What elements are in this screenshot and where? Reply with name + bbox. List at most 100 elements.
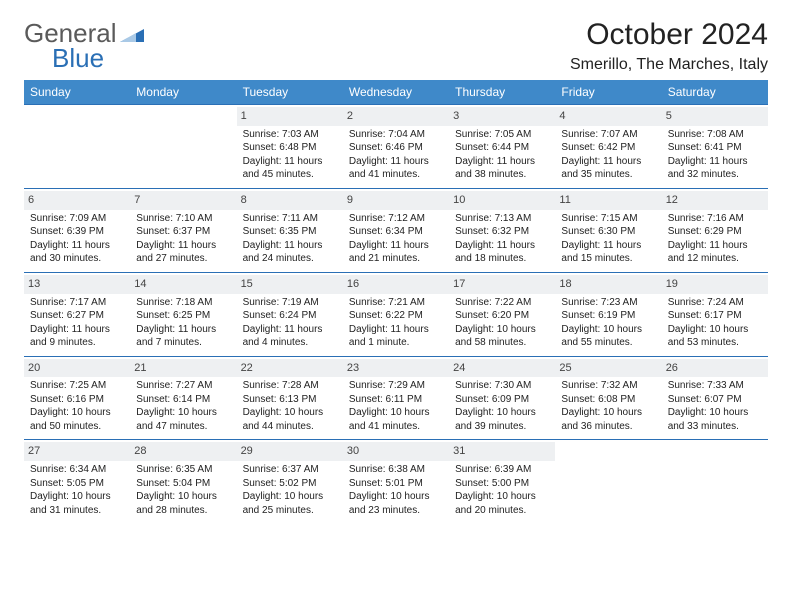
day-number: 31 [449,442,555,461]
calendar-cell: 15Sunrise: 7:19 AMSunset: 6:24 PMDayligh… [237,272,343,356]
calendar-cell: 27Sunrise: 6:34 AMSunset: 5:05 PMDayligh… [24,440,130,523]
sunset-line: Sunset: 6:27 PM [30,309,124,323]
sunset-line: Sunset: 6:30 PM [561,225,655,239]
sunrise-line: Sunrise: 7:29 AM [349,379,443,393]
calendar-cell: 28 Sunrise: 6:35 AMSunset: 5:04 PMDayligh… [130,440,236,523]
calendar-cell: 1Sunrise: 7:03 AMSunset: 6:48 PMDaylight… [237,105,343,189]
daylight-line: Daylight: 11 hours and 45 minutes. [243,155,337,182]
sunset-line: Sunset: 6:19 PM [561,309,655,323]
daylight-line: Daylight: 11 hours and 1 minute. [349,323,443,350]
daylight-line: Daylight: 10 hours and 44 minutes. [243,406,337,433]
sunset-line: Sunset: 6:25 PM [136,309,230,323]
header: GeneralBlue October 2024 Smerillo, The M… [24,18,768,74]
calendar-cell: . [555,440,661,523]
day-number: 21 [130,359,236,378]
sunset-line: Sunset: 6:37 PM [136,225,230,239]
sunset-line: Sunset: 6:09 PM [455,393,549,407]
day-number: 18 [555,275,661,294]
sunrise-line: Sunrise: 7:18 AM [136,296,230,310]
sunset-line: Sunset: 6:39 PM [30,225,124,239]
month-title: October 2024 [570,18,768,52]
calendar-table: SundayMondayTuesdayWednesdayThursdayFrid… [24,80,768,523]
sunrise-line: Sunrise: 6:34 AM [30,463,124,477]
daylight-line: Daylight: 11 hours and 32 minutes. [668,155,762,182]
daylight-line: Daylight: 10 hours and 41 minutes. [349,406,443,433]
sunset-line: Sunset: 5:00 PM [455,477,549,491]
calendar-cell: 5Sunrise: 7:08 AMSunset: 6:41 PMDaylight… [662,105,768,189]
sunset-line: Sunset: 6:29 PM [668,225,762,239]
daylight-line: Daylight: 11 hours and 27 minutes. [136,239,230,266]
day-number: 22 [237,359,343,378]
sunset-line: Sunset: 5:04 PM [136,477,230,491]
day-number: 25 [555,359,661,378]
daylight-line: Daylight: 10 hours and 28 minutes. [136,490,230,517]
day-number: 5 [662,107,768,126]
daylight-line: Daylight: 10 hours and 55 minutes. [561,323,655,350]
sunrise-line: Sunrise: 7:11 AM [243,212,337,226]
sunrise-line: Sunrise: 6:37 AM [243,463,337,477]
calendar-cell: 23Sunrise: 7:29 AMSunset: 6:11 PMDayligh… [343,356,449,440]
calendar-cell: 14Sunrise: 7:18 AMSunset: 6:25 PMDayligh… [130,272,236,356]
day-number: 24 [449,359,555,378]
day-number: 14 [130,275,236,294]
calendar-cell: 8Sunrise: 7:11 AMSunset: 6:35 PMDaylight… [237,188,343,272]
daylight-line: Daylight: 10 hours and 33 minutes. [668,406,762,433]
day-number: 23 [343,359,449,378]
sunrise-line: Sunrise: 7:16 AM [668,212,762,226]
day-number: 12 [662,191,768,210]
sunset-line: Sunset: 6:07 PM [668,393,762,407]
sunrise-line: Sunrise: 6:35 AM [136,463,230,477]
sunrise-line: Sunrise: 7:17 AM [30,296,124,310]
sunset-line: Sunset: 6:14 PM [136,393,230,407]
sunrise-line: Sunrise: 7:05 AM [455,128,549,142]
sunrise-line: Sunrise: 7:21 AM [349,296,443,310]
calendar-cell: 17Sunrise: 7:22 AMSunset: 6:20 PMDayligh… [449,272,555,356]
logo: GeneralBlue [24,18,144,74]
calendar-cell: 10Sunrise: 7:13 AMSunset: 6:32 PMDayligh… [449,188,555,272]
sunrise-line: Sunrise: 7:09 AM [30,212,124,226]
dow-header: Wednesday [343,80,449,105]
day-number: 28 [130,442,236,461]
calendar-cell: 6Sunrise: 7:09 AMSunset: 6:39 PMDaylight… [24,188,130,272]
calendar-cell: 19Sunrise: 7:24 AMSunset: 6:17 PMDayligh… [662,272,768,356]
sunset-line: Sunset: 6:13 PM [243,393,337,407]
calendar-cell: 29Sunrise: 6:37 AMSunset: 5:02 PMDayligh… [237,440,343,523]
daylight-line: Daylight: 11 hours and 24 minutes. [243,239,337,266]
sunrise-line: Sunrise: 7:30 AM [455,379,549,393]
calendar-cell: 31Sunrise: 6:39 AMSunset: 5:00 PMDayligh… [449,440,555,523]
daylight-line: Daylight: 10 hours and 23 minutes. [349,490,443,517]
sunset-line: Sunset: 6:11 PM [349,393,443,407]
calendar-cell: 3Sunrise: 7:05 AMSunset: 6:44 PMDaylight… [449,105,555,189]
dow-header: Thursday [449,80,555,105]
calendar-body: ..1Sunrise: 7:03 AMSunset: 6:48 PMDaylig… [24,105,768,524]
dow-header: Saturday [662,80,768,105]
day-number: 26 [662,359,768,378]
sunset-line: Sunset: 6:34 PM [349,225,443,239]
daylight-line: Daylight: 10 hours and 53 minutes. [668,323,762,350]
daylight-line: Daylight: 11 hours and 21 minutes. [349,239,443,266]
daylight-line: Daylight: 11 hours and 15 minutes. [561,239,655,266]
daylight-line: Daylight: 10 hours and 39 minutes. [455,406,549,433]
daylight-line: Daylight: 10 hours and 20 minutes. [455,490,549,517]
calendar-cell: 16Sunrise: 7:21 AMSunset: 6:22 PMDayligh… [343,272,449,356]
day-number: 15 [237,275,343,294]
sunrise-line: Sunrise: 7:07 AM [561,128,655,142]
sunset-line: Sunset: 6:41 PM [668,141,762,155]
sunrise-line: Sunrise: 7:27 AM [136,379,230,393]
sunrise-line: Sunrise: 7:25 AM [30,379,124,393]
day-number: 2 [343,107,449,126]
daylight-line: Daylight: 10 hours and 47 minutes. [136,406,230,433]
calendar-cell: 21Sunrise: 7:27 AMSunset: 6:14 PMDayligh… [130,356,236,440]
sunset-line: Sunset: 6:35 PM [243,225,337,239]
daylight-line: Daylight: 11 hours and 4 minutes. [243,323,337,350]
day-number: 11 [555,191,661,210]
day-number: 10 [449,191,555,210]
day-number: 30 [343,442,449,461]
day-number: 1 [237,107,343,126]
daylight-line: Daylight: 11 hours and 38 minutes. [455,155,549,182]
day-number: 16 [343,275,449,294]
sunrise-line: Sunrise: 7:15 AM [561,212,655,226]
sunrise-line: Sunrise: 7:19 AM [243,296,337,310]
calendar-cell: 25Sunrise: 7:32 AMSunset: 6:08 PMDayligh… [555,356,661,440]
sunrise-line: Sunrise: 7:12 AM [349,212,443,226]
